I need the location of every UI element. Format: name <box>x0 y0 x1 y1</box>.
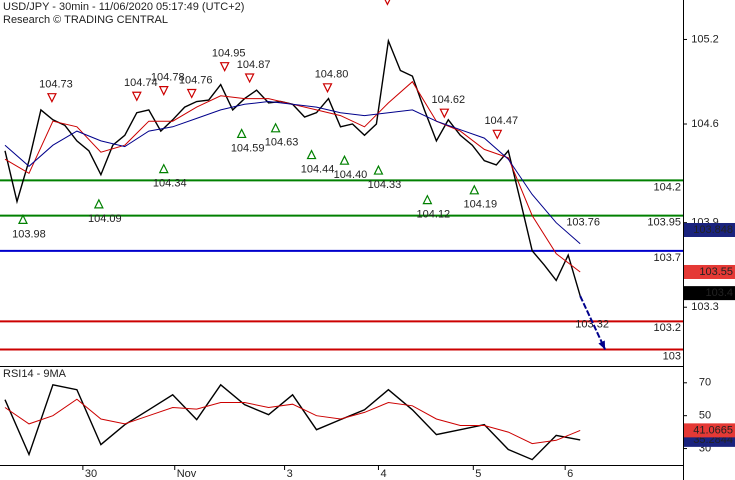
trough-label: 104.33 <box>368 179 402 191</box>
peak-marker <box>46 93 57 104</box>
peak-marker <box>158 86 169 96</box>
x-tick-label: Nov <box>177 468 197 480</box>
peak-label: 104.76 <box>179 74 213 86</box>
trough-marker <box>339 154 350 165</box>
projection-arrowhead <box>598 340 606 350</box>
peak-marker <box>244 73 255 84</box>
price-tag-label: 103.55 <box>699 266 733 278</box>
trough-label: 104.40 <box>334 169 368 181</box>
y-tick-label: 104.6 <box>691 118 719 130</box>
level-label: 103 <box>663 350 681 362</box>
trough-label: 104.59 <box>231 142 265 154</box>
peak-label: 104.74 <box>124 77 158 89</box>
projection-arrow <box>579 295 607 350</box>
price-tag <box>684 286 735 301</box>
peak-label: 104.95 <box>212 48 246 60</box>
trough-marker <box>17 214 28 224</box>
price-tag <box>684 264 735 279</box>
x-tick-label: 30 <box>85 468 97 480</box>
value-tag <box>684 423 735 438</box>
chart-subtitle: Research © TRADING CENTRAL <box>3 14 168 26</box>
trough-label: 103.98 <box>12 228 46 240</box>
trough-label: 104.19 <box>463 199 497 211</box>
trough-marker <box>158 163 169 174</box>
trough-marker <box>469 184 480 195</box>
value-tag-label: 41.0665 <box>693 424 733 436</box>
peak-label: 104.47 <box>484 115 518 127</box>
trough-marker <box>422 194 433 205</box>
x-tick-label: 5 <box>475 468 481 480</box>
trough-label: 104.09 <box>88 213 122 225</box>
peak-label: 104.87 <box>237 59 271 71</box>
y-tick-label: 105.2 <box>691 33 719 45</box>
chart-title: USD/JPY - 30min - 11/06/2020 05:17:49 (U… <box>3 1 244 13</box>
peak-marker <box>131 91 142 102</box>
trough-label: 104.34 <box>153 178 187 190</box>
trough-marker <box>373 164 384 175</box>
trough-marker <box>236 128 247 139</box>
x-tick-label: 6 <box>567 468 573 480</box>
series-line <box>4 383 581 461</box>
x-tick-label: 3 <box>287 468 293 480</box>
level-label: 103.2 <box>653 322 681 334</box>
price-tag-label: 103.848 <box>693 224 733 236</box>
y-tick-label: 70 <box>699 377 711 389</box>
note-label: 103.32 <box>575 318 609 330</box>
note-label: 103.76 <box>566 216 600 228</box>
peak-marker <box>322 83 333 94</box>
peak-marker <box>186 88 197 99</box>
series-line <box>4 100 581 245</box>
price-tag <box>684 222 735 237</box>
trough-marker <box>306 149 317 160</box>
peak-marker <box>219 62 230 73</box>
peak-label: 104.62 <box>432 94 466 106</box>
peak-label: 104.80 <box>315 69 349 81</box>
trough-marker <box>93 198 104 209</box>
series-line <box>4 398 581 445</box>
trough-marker <box>270 122 281 133</box>
rsi-title: RSI14 - 9MA <box>3 368 67 380</box>
y-tick-label: 103.3 <box>691 301 719 313</box>
trough-label: 104.44 <box>301 163 335 175</box>
peak-label: 104.73 <box>39 79 73 91</box>
trough-label: 104.63 <box>265 137 299 149</box>
price-tag-label: 103.4 <box>705 287 733 299</box>
peak-marker <box>492 129 503 140</box>
peak-marker <box>439 108 450 119</box>
y-tick-label: 50 <box>699 410 711 422</box>
level-label: 103.95 <box>647 217 681 229</box>
level-label: 104.2 <box>653 181 681 193</box>
level-label: 103.7 <box>653 252 681 264</box>
x-tick-label: 4 <box>380 468 386 480</box>
trough-label: 104.12 <box>417 209 451 221</box>
peak-marker <box>384 0 391 6</box>
peak-label: 104.78 <box>151 72 185 84</box>
